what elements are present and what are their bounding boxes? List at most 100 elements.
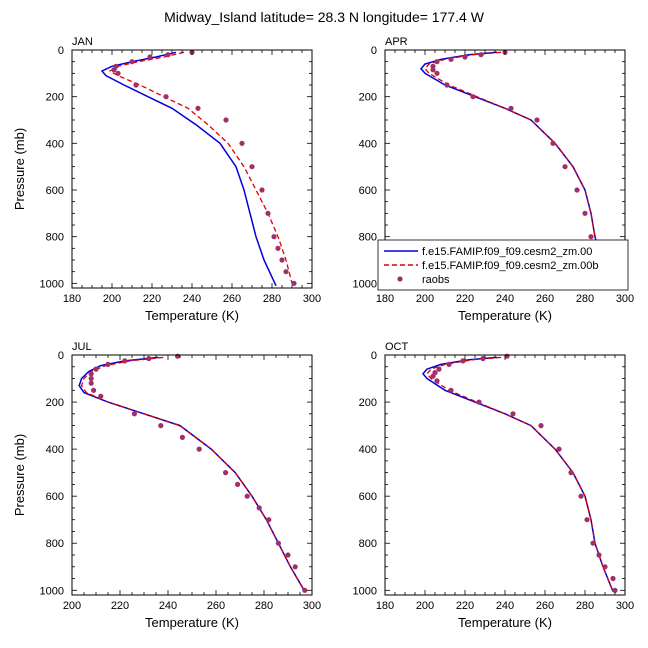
y-tick-label: 200 — [359, 397, 377, 409]
raobs-point — [480, 355, 486, 362]
y-tick-label: 200 — [46, 92, 64, 104]
y-tick-label: 400 — [359, 138, 377, 150]
raobs-point — [448, 387, 454, 393]
y-tick-label: 1000 — [40, 278, 64, 290]
legend-label: f.e15.FAMIP.f09_f09.cesm2_zm.00 — [422, 246, 592, 258]
raobs-point — [175, 353, 181, 359]
raobs-point — [91, 387, 97, 393]
raobs-point — [588, 234, 594, 240]
series-line-zm-00b — [424, 51, 608, 285]
raobs-point — [292, 564, 298, 570]
x-tick-label: 220 — [143, 293, 161, 305]
series-line-zm-00b — [108, 51, 293, 284]
raobs-point — [582, 210, 588, 216]
figure-title: Midway_Island latitude= 28.3 N longitude… — [164, 9, 485, 25]
x-tick-label: 200 — [416, 600, 434, 612]
raobs-point — [275, 540, 281, 546]
raobs-point — [462, 54, 468, 60]
x-axis-label: Temperature (K) — [458, 308, 552, 323]
y-axis-label: Pressure (mb) — [12, 434, 27, 516]
raobs-point — [612, 587, 618, 593]
legend-label: raobs — [422, 274, 450, 286]
panels: 180 200 220 240 260 280 300 0 200 400 600 800 1000 JA… — [12, 36, 634, 630]
x-tick-label: 300 — [616, 600, 634, 612]
raobs-point — [147, 54, 153, 60]
raobs-point — [550, 140, 556, 146]
raobs-point — [146, 355, 152, 362]
y-tick-label: 800 — [46, 232, 64, 244]
series-line-zm-00 — [100, 51, 277, 287]
y-tick-label: 1000 — [353, 278, 377, 290]
x-tick-label: 180 — [376, 293, 394, 305]
x-tick-label: 180 — [63, 293, 81, 305]
y-tick-label: 800 — [46, 538, 64, 550]
legend-box — [377, 239, 629, 291]
y-tick-label: 0 — [58, 350, 64, 362]
y-tick-label: 400 — [46, 444, 64, 456]
raobs-point — [244, 493, 250, 499]
raobs-point — [265, 210, 271, 216]
x-axis-label: Temperature (K) — [458, 615, 552, 630]
x-tick-label: 280 — [576, 600, 594, 612]
raobs-point — [223, 470, 229, 476]
y-tick-label: 200 — [46, 397, 64, 409]
raobs-point — [602, 564, 608, 570]
x-tick-label: 240 — [496, 600, 514, 612]
raobs-point — [291, 280, 297, 286]
plot-frame — [384, 354, 626, 596]
x-axis-label: Temperature (K) — [145, 308, 239, 323]
legend-marker — [397, 276, 403, 282]
raobs-point — [584, 517, 590, 523]
raobs-point — [165, 52, 171, 58]
y-tick-label: 1000 — [353, 585, 377, 597]
x-tick-label: 260 — [223, 293, 241, 305]
y-tick-label: 600 — [46, 185, 64, 197]
raobs-point — [223, 117, 229, 123]
series-line-zm-00 — [78, 356, 306, 592]
x-tick-label: 240 — [496, 293, 514, 305]
raobs-point — [105, 361, 111, 367]
raobs-point — [434, 70, 440, 76]
raobs-point — [283, 269, 289, 275]
panel-jan: 180 200 220 240 260 280 300 0 200 400 600 800 1000 JA… — [12, 36, 321, 323]
y-tick-label: 600 — [359, 491, 377, 503]
panel-label: APR — [385, 36, 408, 48]
raobs-point — [448, 56, 454, 62]
raobs-point — [266, 517, 272, 523]
x-tick-label: 260 — [536, 293, 554, 305]
x-tick-label: 260 — [536, 600, 554, 612]
raobs-point — [434, 378, 440, 384]
raobs-point — [249, 164, 255, 170]
x-tick-label: 280 — [576, 293, 594, 305]
raobs-point — [430, 67, 436, 73]
legend-label: f.e15.FAMIP.f09_f09.cesm2_zm.00b — [422, 260, 599, 272]
x-tick-label: 200 — [103, 293, 121, 305]
panel-label: JAN — [72, 36, 93, 48]
raobs-point — [460, 358, 466, 364]
x-tick-label: 240 — [183, 293, 201, 305]
y-tick-label: 800 — [359, 232, 377, 244]
raobs-point — [98, 393, 104, 399]
raobs-point — [88, 371, 94, 377]
panel-oct: 180 200 220 240 260 280 300 0 200 400 600 800 1000 OC… — [353, 341, 635, 630]
plot-frame — [71, 49, 313, 289]
x-tick-label: 220 — [456, 600, 474, 612]
raobs-point — [534, 117, 540, 123]
y-tick-label: 400 — [46, 138, 64, 150]
y-tick-label: 1000 — [40, 585, 64, 597]
x-tick-label: 280 — [263, 293, 281, 305]
raobs-point — [122, 358, 128, 364]
raobs-point — [158, 423, 164, 429]
raobs-point — [578, 493, 584, 499]
raobs-point — [195, 105, 201, 111]
x-tick-label: 200 — [63, 600, 81, 612]
y-tick-label: 0 — [371, 350, 377, 362]
raobs-point — [129, 59, 135, 65]
raobs-point — [88, 380, 94, 386]
x-tick-label: 260 — [207, 600, 225, 612]
raobs-point — [285, 552, 291, 558]
raobs-point — [430, 373, 436, 379]
panel-label: JUL — [72, 341, 92, 353]
x-tick-label: 300 — [303, 293, 321, 305]
y-tick-label: 200 — [359, 92, 377, 104]
